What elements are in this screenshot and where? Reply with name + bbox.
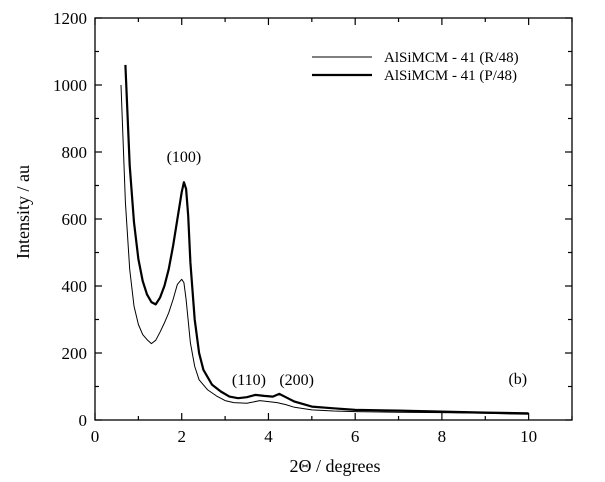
y-tick-label: 1000	[53, 76, 87, 95]
peak-annotation: (200)	[279, 372, 314, 389]
series-line-2	[124, 64, 529, 415]
legend-label: AlSiMCM - 41 (R/48)	[384, 50, 519, 66]
x-tick-label: 8	[438, 427, 447, 446]
y-tick-label: 800	[62, 143, 88, 162]
x-axis-ticks: 0 2 4 6 8 10	[91, 18, 573, 446]
y-tick-label: 1200	[53, 9, 87, 28]
x-axis-label: 2Θ / degrees	[290, 456, 381, 476]
y-axis-label: Intensity / au	[13, 165, 33, 259]
peak-annotation: (100)	[167, 149, 202, 166]
x-tick-label: 6	[351, 427, 360, 446]
series-line-1	[120, 84, 529, 415]
legend-label: AlSiMCM - 41 (P/48)	[384, 68, 517, 84]
y-tick-label: 0	[79, 411, 88, 430]
legend: AlSiMCM - 41 (R/48) AlSiMCM - 41 (P/48)	[312, 50, 519, 84]
x-tick-label: 0	[91, 427, 100, 446]
y-axis-ticks: 0 200 400 600 800 1000 1200	[53, 9, 572, 430]
x-tick-label: 2	[177, 427, 186, 446]
x-tick-label: 4	[264, 427, 273, 446]
y-tick-label: 200	[62, 344, 88, 363]
y-tick-label: 600	[62, 210, 88, 229]
y-tick-label: 400	[62, 277, 88, 296]
peak-annotation: (110)	[232, 372, 266, 389]
annotation-layer: (100) (110) (200) (b)	[167, 149, 528, 389]
x-tick-label: 10	[520, 427, 537, 446]
series-layer	[120, 64, 529, 415]
peak-annotation: (b)	[508, 371, 527, 388]
